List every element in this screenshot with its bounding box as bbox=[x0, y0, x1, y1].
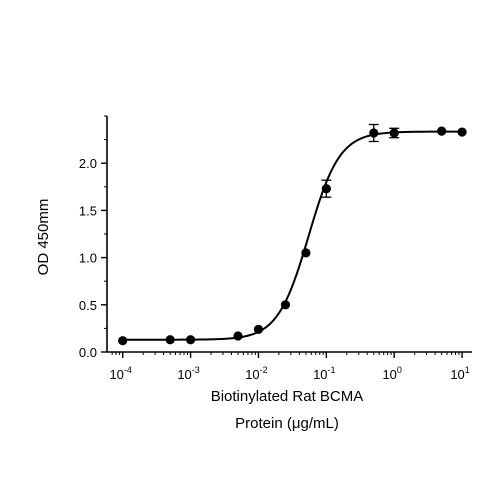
x-tick-label: 10-2 bbox=[245, 365, 267, 382]
data-point bbox=[185, 335, 196, 345]
data-point bbox=[457, 127, 467, 137]
fit-curve bbox=[122, 130, 463, 341]
y-tick-label: 1.5 bbox=[79, 203, 97, 218]
y-tick-label: 2.0 bbox=[79, 156, 97, 171]
data-points bbox=[118, 126, 467, 346]
error-bars bbox=[321, 123, 400, 198]
x-tick-label: 10-3 bbox=[177, 365, 199, 382]
x-ticks: 10-4 10-3 10-2 10-1 100 101 bbox=[109, 352, 470, 382]
data-point bbox=[301, 248, 311, 258]
x-tick-label: 100 bbox=[382, 365, 401, 382]
x-axis-label-line-1: Biotinylated Rat BCMA bbox=[211, 388, 364, 405]
y-tick-label: 0.0 bbox=[79, 345, 97, 360]
data-point bbox=[118, 336, 128, 346]
data-point bbox=[369, 128, 379, 138]
y-axis-label: OD 450mm bbox=[35, 199, 52, 276]
data-point bbox=[437, 126, 447, 136]
x-tick-label: 10-4 bbox=[109, 365, 131, 382]
data-point bbox=[165, 335, 175, 345]
x-tick-label: 101 bbox=[450, 365, 469, 382]
data-point bbox=[280, 300, 291, 310]
y-tick-label: 1.0 bbox=[79, 251, 97, 266]
data-point bbox=[389, 128, 399, 138]
x-tick-label: 10-1 bbox=[313, 365, 335, 382]
y-tick-label: 0.5 bbox=[79, 298, 97, 313]
data-point bbox=[321, 184, 331, 194]
y-ticks: 0.0 0.5 1.0 1.5 2.0 bbox=[79, 115, 107, 360]
data-point bbox=[233, 331, 243, 341]
axes bbox=[106, 116, 472, 353]
x-axis-label-line-2: Protein (μg/mL) bbox=[235, 415, 339, 432]
data-point bbox=[253, 324, 264, 334]
